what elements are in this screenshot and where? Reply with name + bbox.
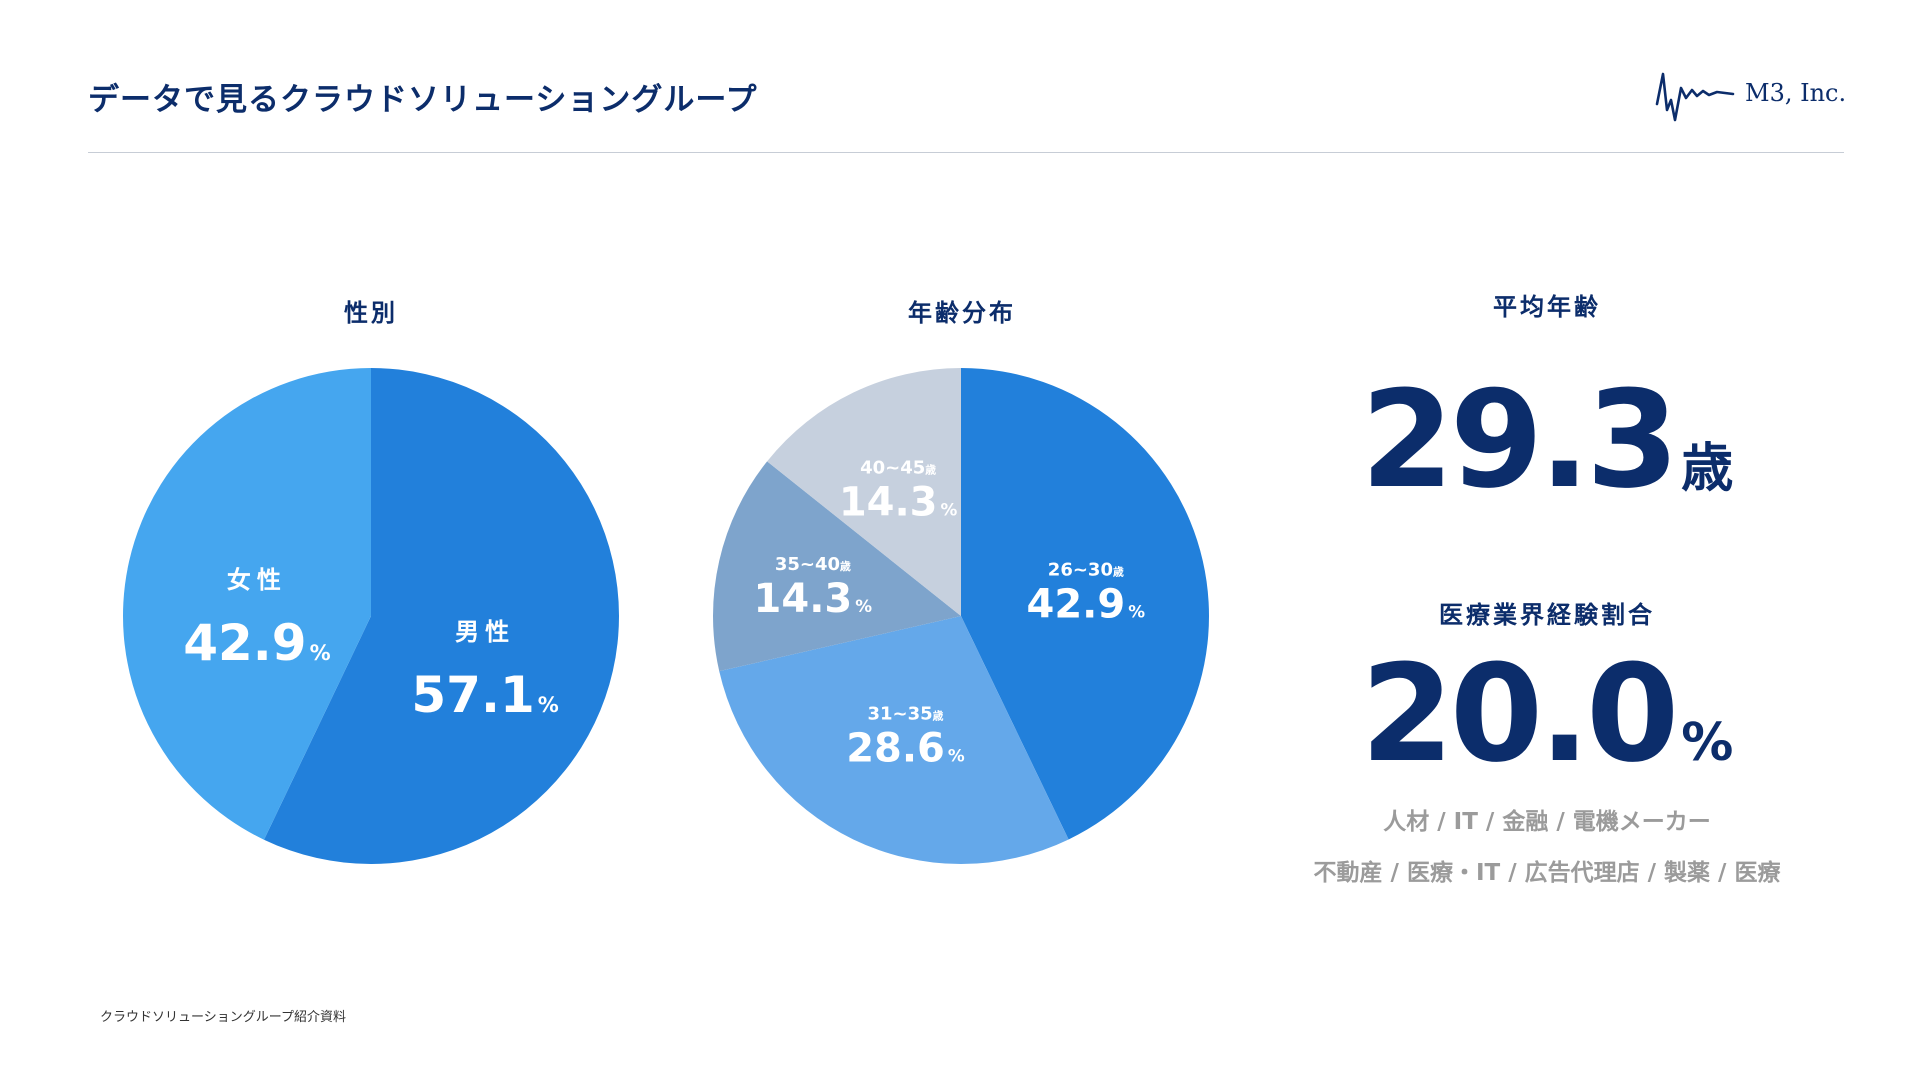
industries-line-2: 不動産 / 医療・IT / 広告代理店 / 製薬 / 医療 <box>1313 860 1781 886</box>
pie-slice <box>961 368 1209 840</box>
slice-category-label: 40~45歳 <box>860 457 936 478</box>
age-suffix: 歳 <box>925 462 936 476</box>
slice-category-label: 35~40歳 <box>775 554 851 575</box>
slice-value-label: 57.1% <box>411 666 558 724</box>
pie-slice <box>767 368 961 616</box>
medical-experience-number: 20.0 <box>1360 636 1680 792</box>
percent-unit: % <box>310 641 331 665</box>
avg-age-unit: 歳 <box>1681 439 1734 499</box>
pie-slice <box>719 616 1069 864</box>
logo-text: M3, Inc. <box>1745 79 1847 107</box>
percent-unit: % <box>948 745 965 765</box>
percent-unit: % <box>1128 602 1145 622</box>
gender-pie-chart: 男性 57.1 % 女性 42.9% <box>122 368 619 864</box>
avg-age-value: 29.3 歳 <box>1361 362 1734 518</box>
medical-experience-unit: % <box>1681 713 1734 773</box>
avg-age-number: 29.3 <box>1360 362 1680 518</box>
medical-experience-value: 20.0% <box>1361 636 1734 792</box>
percent-unit: % <box>941 499 958 519</box>
avg-age-title: 平均年齢 <box>1493 293 1601 321</box>
pie-slice <box>263 368 619 864</box>
age-suffix: 歳 <box>1113 565 1124 579</box>
slice-value-label: 42.9% <box>183 614 330 672</box>
footer-text: クラウドソリューショングループ紹介資料 <box>100 1010 346 1025</box>
pie-slice <box>713 461 961 672</box>
age-chart-title: 年齢分布 <box>908 299 1016 327</box>
gender-chart-title: 性別 <box>344 299 398 327</box>
pie-slice <box>122 368 371 840</box>
industries-line-1: 人材 / IT / 金融 / 電機メーカー <box>1383 809 1711 835</box>
percent-unit: % <box>855 596 872 616</box>
slice-category-label: 31~35歳 <box>867 703 943 724</box>
slice-category-label: 男性 <box>455 618 515 646</box>
m3-waveform-icon <box>1655 72 1735 122</box>
age-suffix: 歳 <box>840 559 851 573</box>
percent-unit: % <box>538 693 559 717</box>
header-divider <box>88 152 1844 153</box>
slice-category-label: 女性 <box>227 566 287 594</box>
age-suffix: 歳 <box>933 708 944 722</box>
medical-experience-title: 医療業界経験割合 <box>1439 601 1655 629</box>
slice-category-label: 26~30歳 <box>1048 560 1124 581</box>
page-title: データで見るクラウドソリューショングループ <box>88 82 758 118</box>
